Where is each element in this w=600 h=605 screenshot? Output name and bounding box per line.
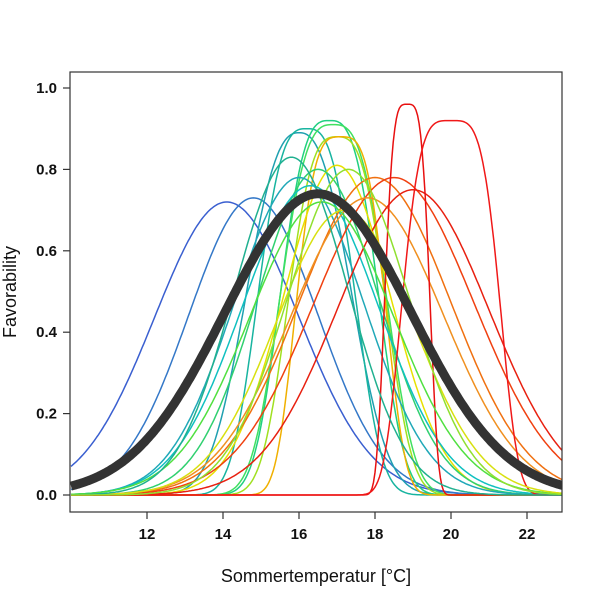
y-tick-label: 0.6	[36, 243, 57, 260]
y-tick-label: 1.0	[36, 80, 57, 97]
y-axis-label: Favorability	[0, 246, 20, 338]
model-curve	[71, 119, 562, 496]
model-curve	[71, 168, 562, 496]
x-axis-label: Sommertemperatur [°C]	[221, 566, 411, 586]
y-tick-label: 0.4	[36, 324, 58, 341]
y-tick-label: 0.0	[36, 487, 57, 504]
x-tick-label: 12	[139, 526, 156, 543]
model-curve	[71, 176, 562, 496]
x-tick-label: 16	[291, 526, 308, 543]
model-curve	[71, 168, 562, 496]
model-curve	[70, 197, 562, 496]
curves-group	[70, 103, 562, 496]
y-axis: 0.0 0.2 0.4 0.6 0.8 1.0	[36, 80, 70, 504]
x-tick-label: 18	[367, 526, 384, 543]
model-curve	[71, 184, 562, 496]
x-tick-label: 22	[519, 526, 536, 543]
model-curve	[70, 201, 562, 496]
model-curve	[71, 189, 562, 496]
model-curve	[70, 201, 562, 496]
plot-frame	[69, 71, 563, 513]
x-axis: 12 14 16 18 20 22	[139, 512, 536, 543]
x-tick-label: 14	[215, 526, 232, 543]
y-tick-label: 0.8	[36, 161, 57, 178]
y-tick-label: 0.2	[36, 406, 57, 423]
x-tick-label: 20	[443, 526, 460, 543]
model-curve	[71, 209, 562, 496]
mean-curve	[70, 189, 562, 491]
model-curve	[70, 197, 562, 496]
